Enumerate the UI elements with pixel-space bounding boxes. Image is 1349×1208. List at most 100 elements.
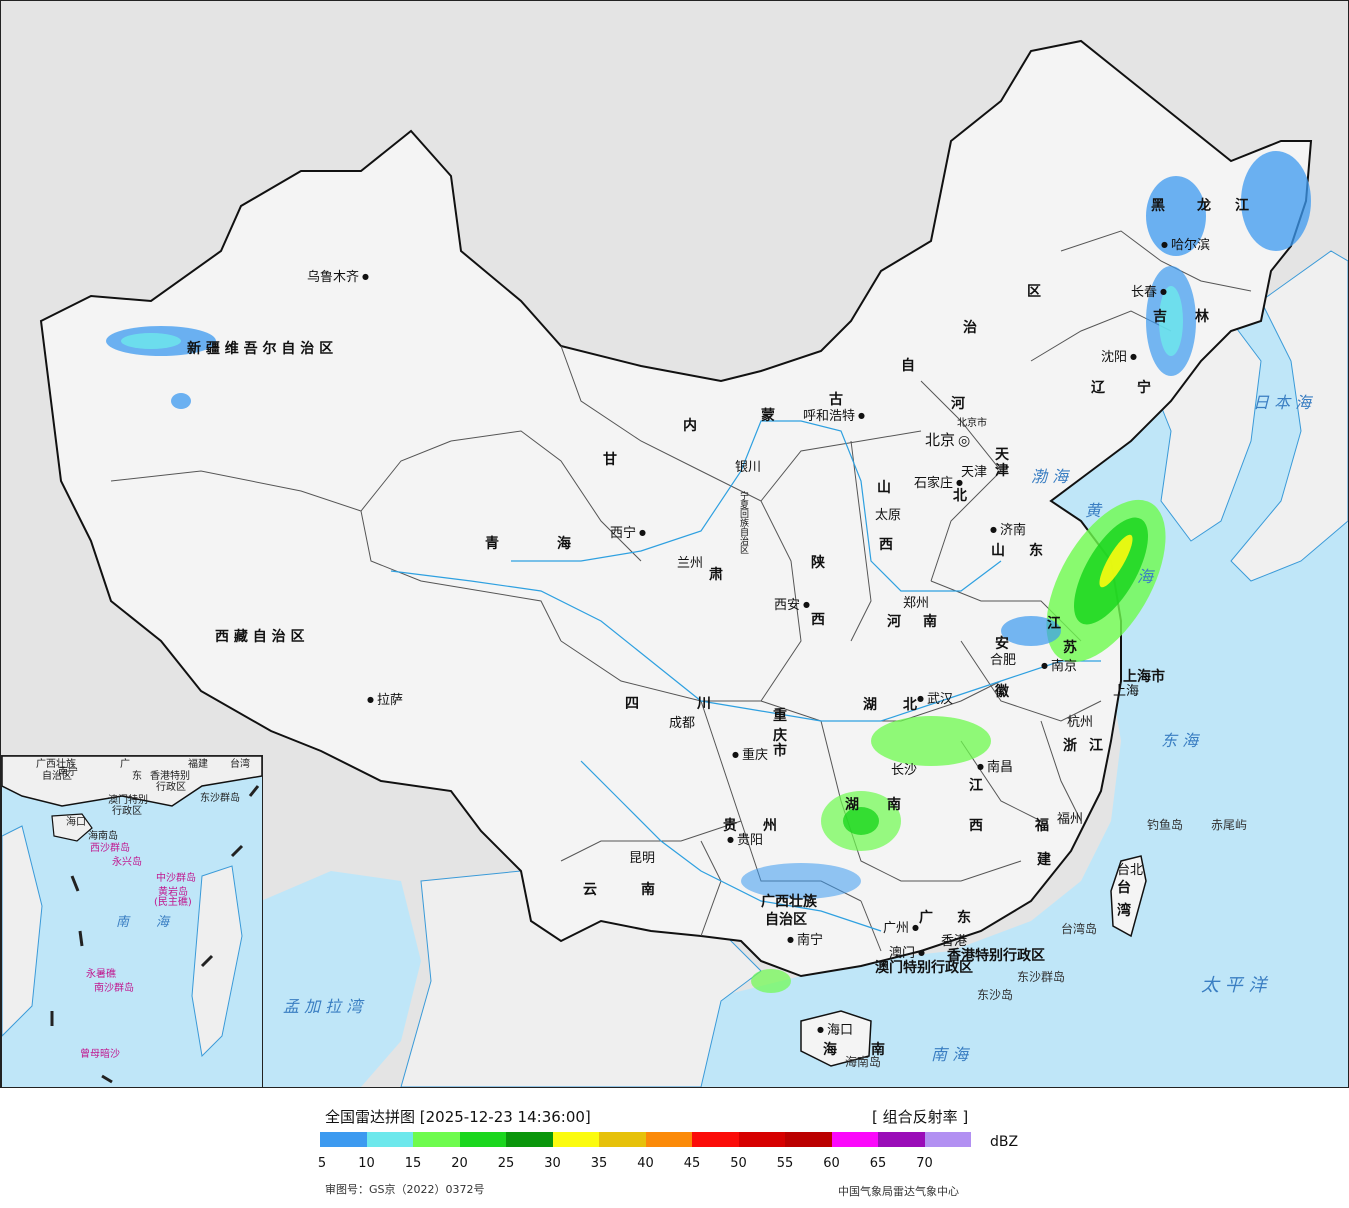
- province-label: 西: [969, 818, 983, 834]
- color-scale-tick: 70: [916, 1156, 933, 1171]
- color-swatch: [320, 1132, 367, 1147]
- city-label: 太原: [875, 508, 902, 523]
- inset-philippines: [191, 865, 243, 1058]
- province-label: 河: [887, 614, 901, 630]
- province-label: 东: [957, 910, 971, 926]
- color-scale-tick: 60: [823, 1156, 840, 1171]
- province-label: 台: [1117, 880, 1131, 896]
- city-label: 长沙: [891, 763, 918, 778]
- island-label: 东沙岛: [977, 988, 1014, 1002]
- city-label: 天津: [961, 465, 988, 480]
- province-label: 湾: [1117, 903, 1131, 919]
- inset-label: 永暑礁: [86, 969, 116, 980]
- bay-of-bengal: [261, 871, 421, 1087]
- color-scale-tick: 50: [730, 1156, 747, 1171]
- south-china-sea-inset: 广西壮族 自治区 南宁 广 东 福建 台湾 香港特别 行政区 澳门特别 行政区 …: [1, 755, 263, 1087]
- province-label: 北: [903, 697, 917, 713]
- radar-echoes: [106, 151, 1311, 993]
- city-label: 济南: [990, 524, 1026, 537]
- province-label: 重: [773, 708, 787, 724]
- color-scale-tick: 35: [590, 1156, 608, 1171]
- city-label: 香港: [941, 934, 968, 949]
- province-label: 山: [991, 543, 1005, 559]
- province-label: 四: [625, 696, 639, 712]
- city-label: 台北: [1117, 863, 1144, 878]
- city-label: 贵阳: [727, 834, 763, 847]
- inset-label: 福建: [188, 759, 208, 770]
- province-label: 江: [1047, 616, 1061, 632]
- province-label: 西: [811, 612, 825, 628]
- city-label: 南京: [1041, 660, 1077, 673]
- province-label: 天: [995, 447, 1009, 463]
- province-label: 宁夏回族自治区: [738, 491, 748, 554]
- inset-label: 澳门特别: [108, 795, 148, 806]
- inset-label: 行政区: [156, 782, 186, 793]
- city-label: 长春: [1131, 286, 1167, 299]
- province-label: 青: [485, 536, 499, 552]
- province-label: 西: [879, 537, 893, 553]
- province-label: 江: [1235, 198, 1249, 214]
- inset-label: 海口: [66, 817, 86, 828]
- inset-label: 台湾: [230, 759, 250, 770]
- sea-label: 日 本 海: [1253, 393, 1312, 412]
- color-swatch: [692, 1132, 739, 1147]
- sea-label: 海: [1137, 567, 1154, 586]
- inset-label: 西沙群岛: [90, 843, 130, 854]
- color-swatch: [413, 1132, 460, 1147]
- inset-label: 中沙群岛: [156, 873, 196, 884]
- color-scale-tick: 30: [544, 1156, 561, 1171]
- city-label: 拉萨: [367, 694, 403, 707]
- province-label: 广西壮族: [761, 894, 817, 910]
- inset-label: 广: [120, 759, 130, 770]
- province-label: 治: [963, 320, 977, 336]
- inset-indochina: [2, 825, 43, 1037]
- city-label: 广州: [883, 922, 919, 935]
- province-label: 江: [969, 778, 983, 794]
- inset-label: 南宁: [58, 767, 78, 778]
- sea-label: 东 海: [1161, 731, 1199, 750]
- island-label: 台湾岛: [1061, 922, 1098, 936]
- province-label: 云: [583, 882, 597, 898]
- city-label: 南宁: [787, 934, 823, 947]
- inset-canvas: [2, 756, 262, 1084]
- province-label: 林: [1195, 309, 1209, 325]
- city-label: 澳门: [889, 947, 925, 960]
- city-label: 银川: [735, 460, 762, 475]
- city-label: 呼和浩特: [803, 410, 865, 423]
- color-swatch: [599, 1132, 646, 1147]
- island-label: 钓鱼岛: [1147, 818, 1184, 832]
- inset-label: 曾母暗沙: [80, 1049, 120, 1060]
- city-label: 成都: [669, 716, 696, 731]
- city-label: 石家庄: [914, 477, 963, 490]
- province-label: 市: [773, 743, 787, 759]
- inset-label: 海南岛: [88, 831, 118, 842]
- province-label: 河: [951, 396, 965, 412]
- province-label: 庆: [773, 728, 787, 744]
- province-label: 湖: [863, 697, 877, 713]
- sea-label: 孟 加 拉 湾: [283, 997, 363, 1016]
- city-label: 南昌: [977, 761, 1013, 774]
- city-label: 乌鲁木齐: [307, 271, 369, 284]
- inset-label: 永兴岛: [112, 857, 142, 868]
- legend-unit: dBZ: [990, 1134, 1019, 1150]
- sea-label: 黄: [1085, 501, 1102, 520]
- province-label: 广: [919, 910, 933, 926]
- province-label: 贵: [723, 818, 737, 834]
- city-label: 郑州: [903, 596, 930, 611]
- color-swatch: [738, 1132, 785, 1147]
- approval-number: 审图号：GS京（2022）0372号: [325, 1183, 485, 1196]
- city-label: 福州: [1057, 812, 1084, 827]
- province-label: 肃: [709, 567, 723, 583]
- province-label: 南: [923, 614, 937, 630]
- city-label: 海口: [817, 1024, 853, 1037]
- inset-label: 海: [156, 915, 170, 930]
- color-swatch: [785, 1132, 832, 1147]
- color-scale-tick: 10: [358, 1156, 375, 1171]
- inset-label: 黄岩岛: [158, 887, 188, 898]
- province-label: 甘: [603, 452, 617, 468]
- city-label: 沈阳: [1101, 351, 1137, 364]
- sea-label: 南 海: [931, 1045, 969, 1064]
- province-label: 北京市: [957, 418, 987, 429]
- province-label: 古: [829, 392, 843, 408]
- inset-label: (民主礁): [154, 897, 192, 908]
